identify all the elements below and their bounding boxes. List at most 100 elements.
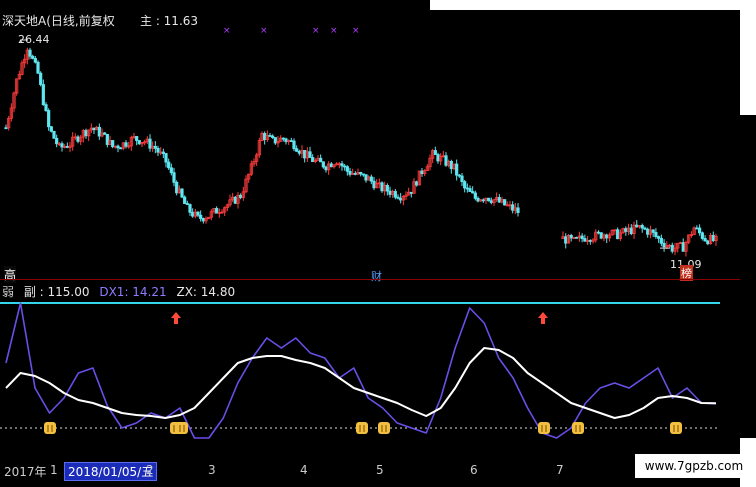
axis-label: 5 bbox=[376, 463, 384, 477]
candle-body bbox=[489, 200, 493, 203]
candle-body bbox=[167, 161, 171, 169]
candle-body bbox=[503, 199, 507, 206]
event-marker[interactable]: × bbox=[352, 26, 360, 36]
candle-body bbox=[225, 204, 229, 209]
candle-body bbox=[124, 142, 128, 147]
candle-body bbox=[575, 236, 579, 239]
high-badge[interactable]: 高 bbox=[4, 266, 17, 283]
candle-body bbox=[7, 117, 11, 129]
axis-label: 2 bbox=[146, 463, 154, 477]
candle-body bbox=[654, 232, 658, 237]
candle-body bbox=[396, 196, 400, 199]
candle-body bbox=[241, 191, 245, 198]
candle-body bbox=[618, 232, 622, 240]
candle-body bbox=[303, 150, 307, 159]
signal-arrow-2 bbox=[538, 312, 548, 324]
candle-body bbox=[9, 107, 13, 119]
candle-body bbox=[12, 92, 16, 109]
zx-line bbox=[5, 347, 717, 419]
candle-body bbox=[284, 138, 288, 143]
candle-body bbox=[657, 236, 661, 239]
candle-body bbox=[55, 137, 59, 145]
candle-body bbox=[700, 232, 704, 239]
ranking-badge[interactable]: 榜 bbox=[680, 265, 693, 281]
candle-body bbox=[380, 182, 384, 192]
price-chart[interactable] bbox=[0, 28, 730, 273]
candle-body bbox=[209, 211, 213, 218]
candle-body bbox=[643, 227, 647, 230]
candle-body bbox=[364, 174, 368, 181]
candle-body bbox=[673, 247, 677, 252]
candle-body bbox=[28, 49, 32, 57]
candle-body bbox=[191, 211, 195, 217]
candle-body bbox=[247, 173, 251, 180]
candle-body bbox=[313, 159, 317, 163]
candle-body bbox=[236, 194, 240, 204]
bottom-signal-icon bbox=[356, 422, 368, 434]
candle-body bbox=[393, 191, 397, 198]
candle-body bbox=[311, 157, 315, 163]
candle-body bbox=[215, 208, 219, 214]
watermark-banner[interactable]: www.7gpzb.com bbox=[635, 454, 753, 478]
candle-body bbox=[292, 140, 296, 150]
candle-body bbox=[594, 231, 598, 241]
candle-body bbox=[36, 61, 40, 74]
event-marker[interactable]: × bbox=[330, 26, 338, 36]
bottom-signal-icon bbox=[44, 422, 56, 434]
indicator-chart[interactable] bbox=[0, 298, 725, 460]
candle-body bbox=[84, 130, 88, 137]
candle-body bbox=[706, 240, 710, 245]
candle-body bbox=[348, 170, 352, 175]
financial-badge[interactable]: 财 bbox=[371, 270, 382, 283]
candle-body bbox=[97, 126, 101, 137]
candle-body bbox=[220, 211, 224, 214]
candle-body bbox=[388, 190, 392, 195]
candle-body bbox=[375, 182, 379, 189]
candle-body bbox=[279, 137, 283, 142]
bottom-signal-icon bbox=[538, 422, 550, 434]
candle-body bbox=[183, 196, 187, 204]
candle-body bbox=[20, 62, 24, 75]
candle-body bbox=[116, 145, 120, 149]
candle-body bbox=[449, 161, 453, 170]
candle-body bbox=[695, 227, 699, 230]
candle-body bbox=[409, 191, 413, 194]
candle-body bbox=[44, 104, 48, 111]
bottom-signal-icon bbox=[670, 422, 682, 434]
candle-body bbox=[76, 136, 80, 142]
candle-body bbox=[444, 155, 448, 166]
candle-body bbox=[65, 146, 69, 148]
signal-icon-body bbox=[176, 422, 188, 434]
candle-body bbox=[297, 150, 301, 154]
signal-icon-body bbox=[44, 422, 56, 434]
candle-body bbox=[17, 74, 21, 80]
candle-body bbox=[223, 207, 227, 213]
candle-body bbox=[156, 147, 160, 153]
high-price-label: 26.44 bbox=[18, 33, 50, 46]
candle-body bbox=[624, 228, 628, 232]
candle-body bbox=[252, 160, 256, 165]
axis-label: 6 bbox=[470, 463, 478, 477]
event-marker[interactable]: × bbox=[312, 26, 320, 36]
event-marker[interactable]: × bbox=[223, 26, 231, 36]
bottom-signal-icon bbox=[572, 422, 584, 434]
candle-body bbox=[228, 199, 232, 206]
candle-body bbox=[153, 145, 157, 149]
candle-body bbox=[233, 196, 237, 204]
candle-body bbox=[129, 137, 133, 147]
blank-panel-top bbox=[430, 0, 756, 10]
signal-icon-body bbox=[670, 422, 682, 434]
candle-body bbox=[361, 173, 365, 176]
candle-body bbox=[651, 229, 655, 233]
candle-body bbox=[180, 188, 184, 198]
candle-body bbox=[684, 241, 688, 252]
candle-body bbox=[476, 197, 480, 202]
candle-body bbox=[425, 166, 429, 171]
candle-body bbox=[345, 166, 349, 172]
candle-body bbox=[492, 199, 496, 203]
candle-body bbox=[271, 135, 275, 138]
candle-body bbox=[135, 136, 139, 141]
candle-body bbox=[103, 132, 107, 135]
event-marker[interactable]: × bbox=[260, 26, 268, 36]
candle-body bbox=[281, 137, 285, 140]
